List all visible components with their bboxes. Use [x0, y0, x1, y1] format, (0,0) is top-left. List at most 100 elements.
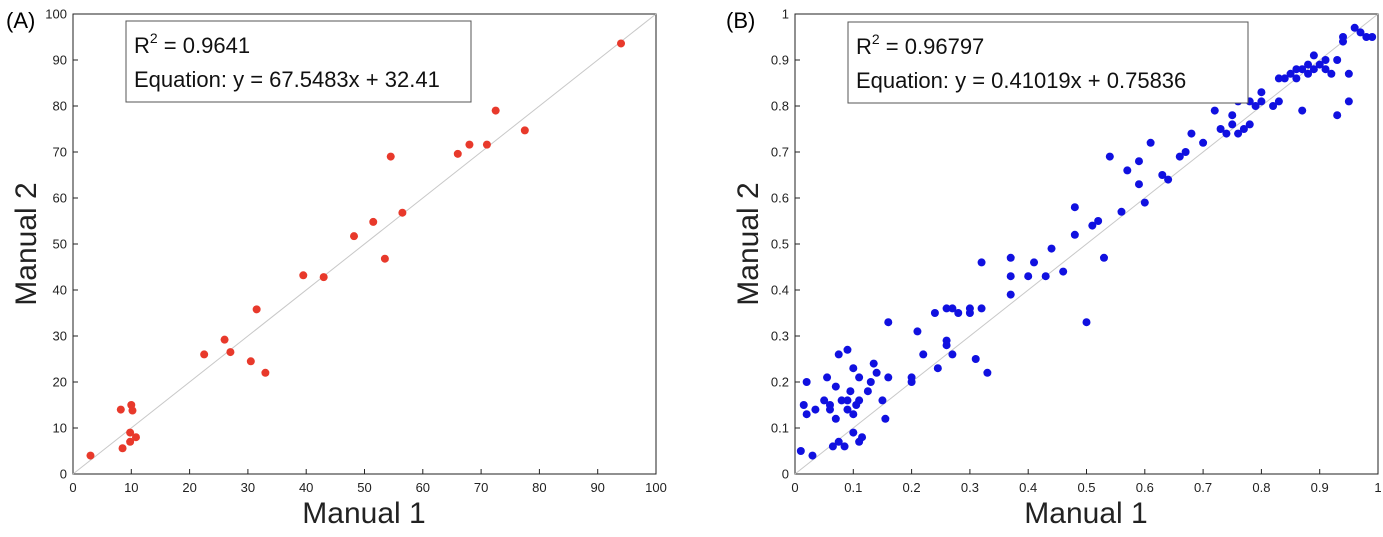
- y-tick-label: 0.1: [771, 421, 789, 436]
- data-point: [942, 336, 951, 345]
- data-point: [823, 373, 832, 382]
- x-tick-label: 20: [182, 480, 196, 495]
- data-point: [261, 368, 270, 377]
- data-point: [1321, 56, 1330, 64]
- fit-line: [72, 13, 657, 475]
- y-tick-label: 0.9: [771, 53, 789, 68]
- data-point: [116, 405, 125, 414]
- r-squared-prefix: R: [856, 34, 872, 59]
- data-point: [1362, 33, 1371, 41]
- data-point: [837, 396, 846, 405]
- data-point: [834, 350, 843, 359]
- data-point: [1006, 272, 1015, 281]
- data-point: [1315, 60, 1324, 69]
- r-squared-text: R2 = 0.96797: [856, 31, 984, 59]
- data-point: [913, 327, 922, 336]
- data-point: [1099, 253, 1108, 262]
- data-point: [1105, 152, 1114, 161]
- data-point: [1298, 106, 1307, 115]
- data-point: [840, 442, 849, 451]
- data-point: [1257, 88, 1266, 97]
- y-tick-label: 100: [45, 7, 67, 22]
- x-tick-label: 80: [532, 480, 546, 495]
- y-tick-label: 0.8: [771, 99, 789, 114]
- data-point: [1006, 253, 1015, 262]
- y-tick-label: 0: [60, 467, 67, 482]
- data-point: [453, 149, 462, 158]
- x-tick-label: 50: [357, 480, 371, 495]
- r-squared-superscript: 2: [872, 31, 880, 47]
- data-point: [954, 309, 963, 317]
- data-point: [796, 447, 805, 455]
- data-point: [200, 350, 209, 359]
- data-point: [1344, 69, 1353, 78]
- data-point: [907, 373, 916, 382]
- data-point: [380, 254, 389, 263]
- data-point: [226, 348, 235, 357]
- x-tick-label: 30: [241, 480, 255, 495]
- data-point: [482, 140, 491, 149]
- data-point: [1088, 221, 1097, 230]
- data-point: [465, 140, 474, 149]
- data-point: [1327, 69, 1336, 78]
- data-point: [849, 428, 858, 437]
- data-point: [1269, 102, 1278, 110]
- data-point: [520, 126, 529, 135]
- x-axis-title: Manual 1: [302, 497, 425, 530]
- data-point: [1059, 267, 1068, 276]
- data-point: [1146, 138, 1155, 147]
- data-point: [128, 406, 137, 415]
- data-point: [878, 396, 887, 405]
- data-point: [802, 378, 811, 386]
- x-tick-label: 0: [791, 480, 798, 495]
- data-point: [118, 444, 127, 453]
- data-point: [131, 433, 140, 442]
- data-point: [1164, 175, 1173, 184]
- data-point: [1134, 157, 1143, 166]
- data-point: [872, 368, 881, 377]
- data-point: [350, 232, 359, 241]
- data-point: [1274, 74, 1283, 83]
- data-point: [126, 428, 135, 437]
- data-point: [1298, 65, 1307, 74]
- equation-text: Equation: y = 0.41019x + 0.75836: [856, 68, 1186, 93]
- r-squared-prefix: R: [134, 33, 150, 58]
- data-point: [369, 217, 378, 226]
- data-point: [811, 405, 820, 414]
- data-point: [869, 359, 878, 368]
- data-point: [1257, 97, 1266, 106]
- data-point: [1304, 69, 1313, 78]
- data-point: [1274, 97, 1283, 106]
- x-axis-title: Manual 1: [1024, 497, 1147, 530]
- data-point: [1082, 318, 1091, 327]
- data-point: [1187, 129, 1196, 138]
- data-point: [863, 387, 872, 396]
- r-squared-value: = 0.96797: [880, 34, 985, 59]
- data-point: [849, 364, 858, 373]
- data-point: [617, 39, 626, 48]
- data-point: [843, 396, 852, 405]
- panel-label: (A): [6, 8, 35, 33]
- data-point: [386, 152, 395, 161]
- data-point: [246, 357, 255, 366]
- data-point: [942, 304, 951, 313]
- y-tick-label: 0: [782, 467, 789, 482]
- y-tick-label: 1: [782, 7, 789, 22]
- panel-a-scatter-plot: (A) 0 10 20 30 40 50 60 70 80 90 100 0 10 20 30 40 50 60 70…: [6, 7, 667, 531]
- data-point: [1292, 74, 1301, 83]
- data-point: [1286, 69, 1295, 78]
- y-tick-label: 70: [53, 145, 67, 160]
- x-tick-label: 60: [416, 480, 430, 495]
- data-point: [965, 304, 974, 313]
- data-point: [1175, 152, 1184, 161]
- x-tick-label: 40: [299, 480, 313, 495]
- x-tick-label: 0.2: [903, 480, 921, 495]
- data-point: [1041, 272, 1050, 281]
- annotation-box: [125, 20, 472, 103]
- y-tick-label: 40: [53, 283, 67, 298]
- x-tick-label: 0.4: [1019, 480, 1037, 495]
- data-point: [831, 382, 840, 391]
- data-point: [825, 401, 834, 409]
- x-tick-label: 100: [645, 480, 667, 495]
